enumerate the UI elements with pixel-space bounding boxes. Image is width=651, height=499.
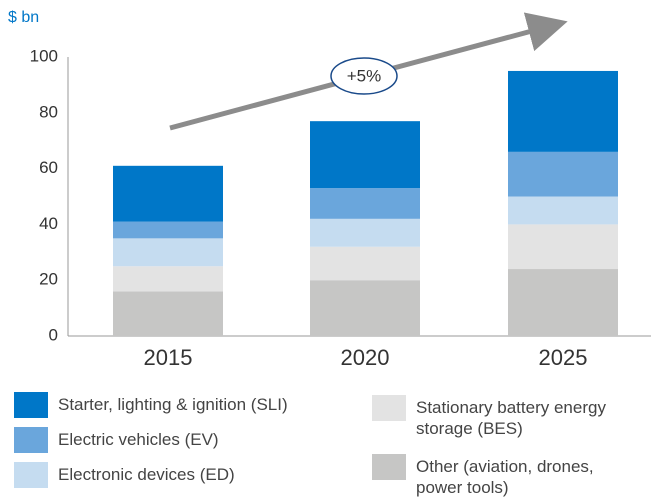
x-tick-label: 2025 <box>539 345 588 370</box>
bar-segment <box>310 121 420 189</box>
x-tick-label: 2020 <box>341 345 390 370</box>
legend-item: Stationary battery energy storage (BES) <box>372 395 631 439</box>
y-tick-label: 80 <box>39 102 58 121</box>
bar-segment <box>310 246 420 281</box>
chart: $ bn +5% 0 20 40 60 80 100 2015 2020 2025 <box>8 9 651 370</box>
legend-swatch <box>14 462 48 488</box>
legend-swatch <box>14 427 48 453</box>
legend-item: Other (aviation, drones, power tools) <box>372 454 631 498</box>
bar-segment <box>113 165 223 222</box>
bar-segment <box>508 269 618 336</box>
legend-label: Electric vehicles (EV) <box>58 430 219 449</box>
bar-segment <box>508 196 618 225</box>
bar-segment <box>113 291 223 336</box>
legend-label: Electronic devices (ED) <box>58 465 235 484</box>
bar-segment <box>113 221 223 239</box>
bar-segment <box>310 280 420 336</box>
bar-segment <box>113 238 223 267</box>
y-tick-label: 40 <box>39 214 58 233</box>
bar-segment <box>113 266 223 292</box>
bar-segment <box>508 151 618 197</box>
x-tick-label: 2015 <box>144 345 193 370</box>
legend-label: Stationary battery energy storage (BES) <box>416 398 606 438</box>
legend-label: Starter, lighting & ignition (SLI) <box>58 395 288 414</box>
legend-item: Electronic devices (ED) <box>14 462 358 488</box>
bar-segment <box>508 70 618 152</box>
y-tick-label: 100 <box>30 46 58 65</box>
legend-swatch <box>372 395 406 421</box>
legend-swatch <box>14 392 48 418</box>
unit-label: $ bn <box>8 9 39 26</box>
bar-segment <box>310 188 420 219</box>
y-tick-label: 0 <box>49 325 58 344</box>
annotation-ellipse <box>330 57 398 95</box>
legend-item: Electric vehicles (EV) <box>14 427 358 453</box>
y-tick-label: 60 <box>39 158 58 177</box>
y-tick-label: 20 <box>39 270 58 289</box>
annotation: +5% <box>347 66 382 85</box>
bar-segment <box>508 224 618 270</box>
legend-label: Other (aviation, drones, power tools) <box>416 457 594 497</box>
legend-swatch <box>372 454 406 480</box>
bar-segment <box>310 218 420 247</box>
legend-item: Starter, lighting & ignition (SLI) <box>14 392 358 418</box>
